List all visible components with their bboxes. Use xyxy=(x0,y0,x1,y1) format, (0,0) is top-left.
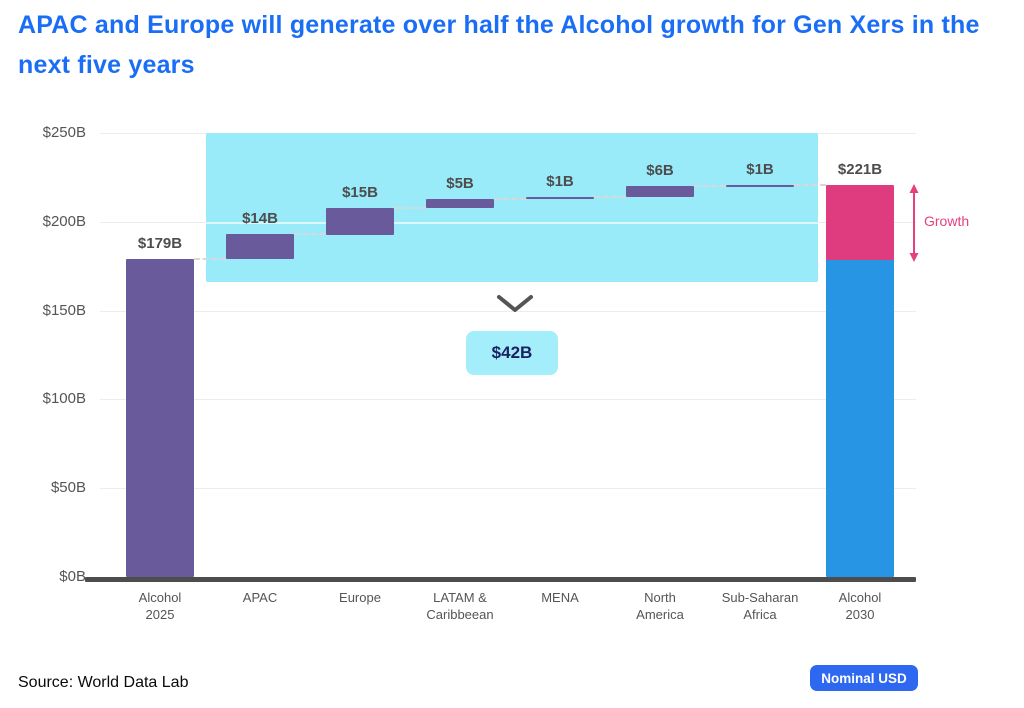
y-axis-tick-label: $150B xyxy=(42,302,86,319)
bar-value-label: $179B xyxy=(137,235,183,252)
x-axis-category-label: North America xyxy=(636,590,684,622)
bar-value-label: $1B xyxy=(746,161,774,178)
y-axis-tick-label: $250B xyxy=(42,124,86,141)
bar-value-label: $1B xyxy=(546,173,574,190)
y-axis-tick-label: $0B xyxy=(59,568,86,585)
bar-value-label: $15B xyxy=(342,184,378,201)
bar-delta-mena[interactable] xyxy=(526,197,594,199)
bar-final-base[interactable] xyxy=(826,259,894,577)
bar-value-label: $5B xyxy=(446,175,474,192)
bar-total-2025[interactable] xyxy=(126,259,194,577)
chevron-down-icon xyxy=(496,294,534,314)
growth-total-callout: $42B xyxy=(466,331,558,375)
waterfall-chart: $0B $50B $100B $150B $200B $250B $179B Alcohol 2… xyxy=(0,110,1024,650)
bar-delta-sub-saharan-africa[interactable] xyxy=(726,185,794,187)
waterfall-connector xyxy=(694,185,726,187)
growth-annotation: Growth xyxy=(924,213,970,229)
waterfall-connector xyxy=(394,207,426,209)
x-axis-category-label: APAC xyxy=(242,590,278,605)
highlight-region xyxy=(206,133,818,282)
x-axis-category-label: Alcohol 2025 xyxy=(138,590,182,622)
x-axis-category-label: MENA xyxy=(541,590,579,605)
y-axis-tick-label: $100B xyxy=(42,390,86,407)
x-axis-category-label: Alcohol 2030 xyxy=(838,590,882,622)
y-axis-tick-label: $200B xyxy=(42,213,86,230)
bar-delta-apac[interactable] xyxy=(226,234,294,259)
bar-value-label: $14B xyxy=(242,210,278,227)
x-axis-category-label: Europe xyxy=(339,590,381,605)
nominal-usd-badge[interactable]: Nominal USD xyxy=(810,665,918,691)
bar-delta-europe[interactable] xyxy=(326,208,394,235)
gridline xyxy=(100,399,916,400)
bar-delta-north-america[interactable] xyxy=(626,186,694,197)
waterfall-connector xyxy=(794,184,826,186)
gridline xyxy=(100,488,916,489)
gridline-overlay xyxy=(206,222,818,224)
waterfall-connector xyxy=(294,233,326,235)
x-axis-line xyxy=(85,577,916,582)
x-axis-category-label: Sub-Saharan Africa xyxy=(721,590,799,622)
waterfall-connector xyxy=(194,258,226,260)
source-text: Source: World Data Lab xyxy=(18,674,189,691)
growth-arrow-icon xyxy=(906,184,922,262)
y-axis-tick-label: $50B xyxy=(50,479,86,496)
page-title: APAC and Europe will generate over half … xyxy=(18,11,980,79)
bar-delta-latam-caribbeean[interactable] xyxy=(426,199,494,208)
waterfall-connector xyxy=(594,196,626,198)
bar-value-label: $221B xyxy=(837,161,883,178)
bar-value-label: $6B xyxy=(646,162,674,179)
waterfall-connector xyxy=(494,198,526,200)
bar-final-growth[interactable] xyxy=(826,185,894,260)
gridline xyxy=(100,311,916,312)
x-axis-category-label: LATAM & Caribbeean xyxy=(426,590,494,622)
